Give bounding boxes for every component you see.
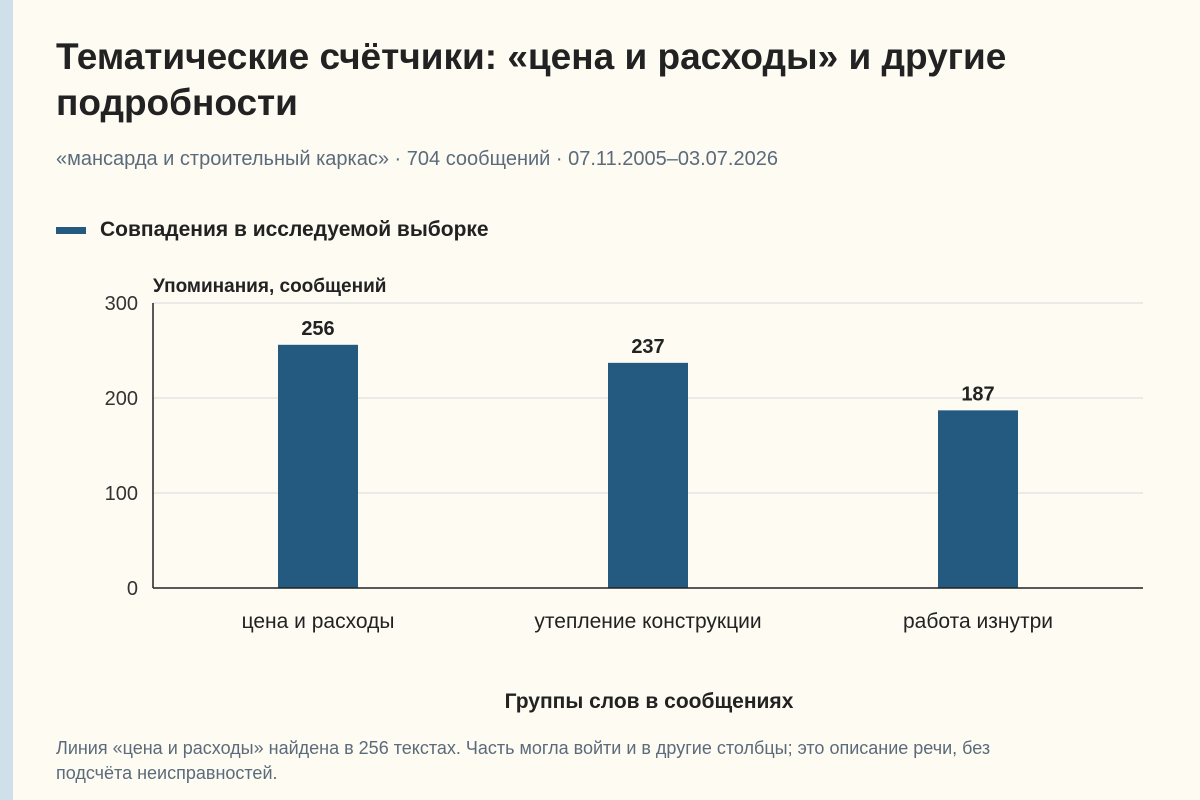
left-accent-stripe: [0, 0, 13, 800]
bar-value-label: 187: [961, 383, 994, 405]
x-axis-title: Группы слов в сообщениях: [505, 690, 794, 713]
legend-swatch: [56, 226, 86, 234]
y-tick-label: 100: [105, 483, 138, 505]
bar: [278, 344, 358, 588]
bar-value-label: 237: [631, 336, 664, 358]
category-labels: цена и расходы утепление конструкции работ…: [242, 610, 1053, 633]
footnote: Линия «цена и расходы» найдена в 256 тек…: [56, 738, 991, 783]
y-tick-label: 0: [127, 578, 138, 600]
bar: [608, 362, 688, 588]
y-axis-title: Упоминания, сообщений: [153, 276, 386, 297]
bar-chart: Упоминания, сообщений 0 100 200 300 256 237 1…: [105, 276, 1143, 713]
bars: [278, 344, 1018, 588]
bar: [938, 410, 1018, 588]
value-labels: 256 237 187: [301, 318, 994, 406]
chart-title: Тематические счётчики: «цена и расходы» …: [56, 36, 1007, 123]
y-tick-label: 200: [105, 388, 138, 410]
legend-label: Совпадения в исследуемой выборке: [100, 218, 489, 241]
category-label: утепление конструкции: [534, 610, 761, 633]
legend: Совпадения в исследуемой выборке: [56, 218, 489, 242]
chart-subtitle: «мансарда и строительный каркас» · 704 с…: [56, 148, 778, 170]
category-label: цена и расходы: [242, 610, 395, 633]
bar-value-label: 256: [301, 318, 334, 340]
category-label: работа изнутри: [903, 610, 1053, 633]
y-tick-label: 300: [105, 293, 138, 315]
y-tick-labels: 0 100 200 300: [105, 293, 138, 600]
